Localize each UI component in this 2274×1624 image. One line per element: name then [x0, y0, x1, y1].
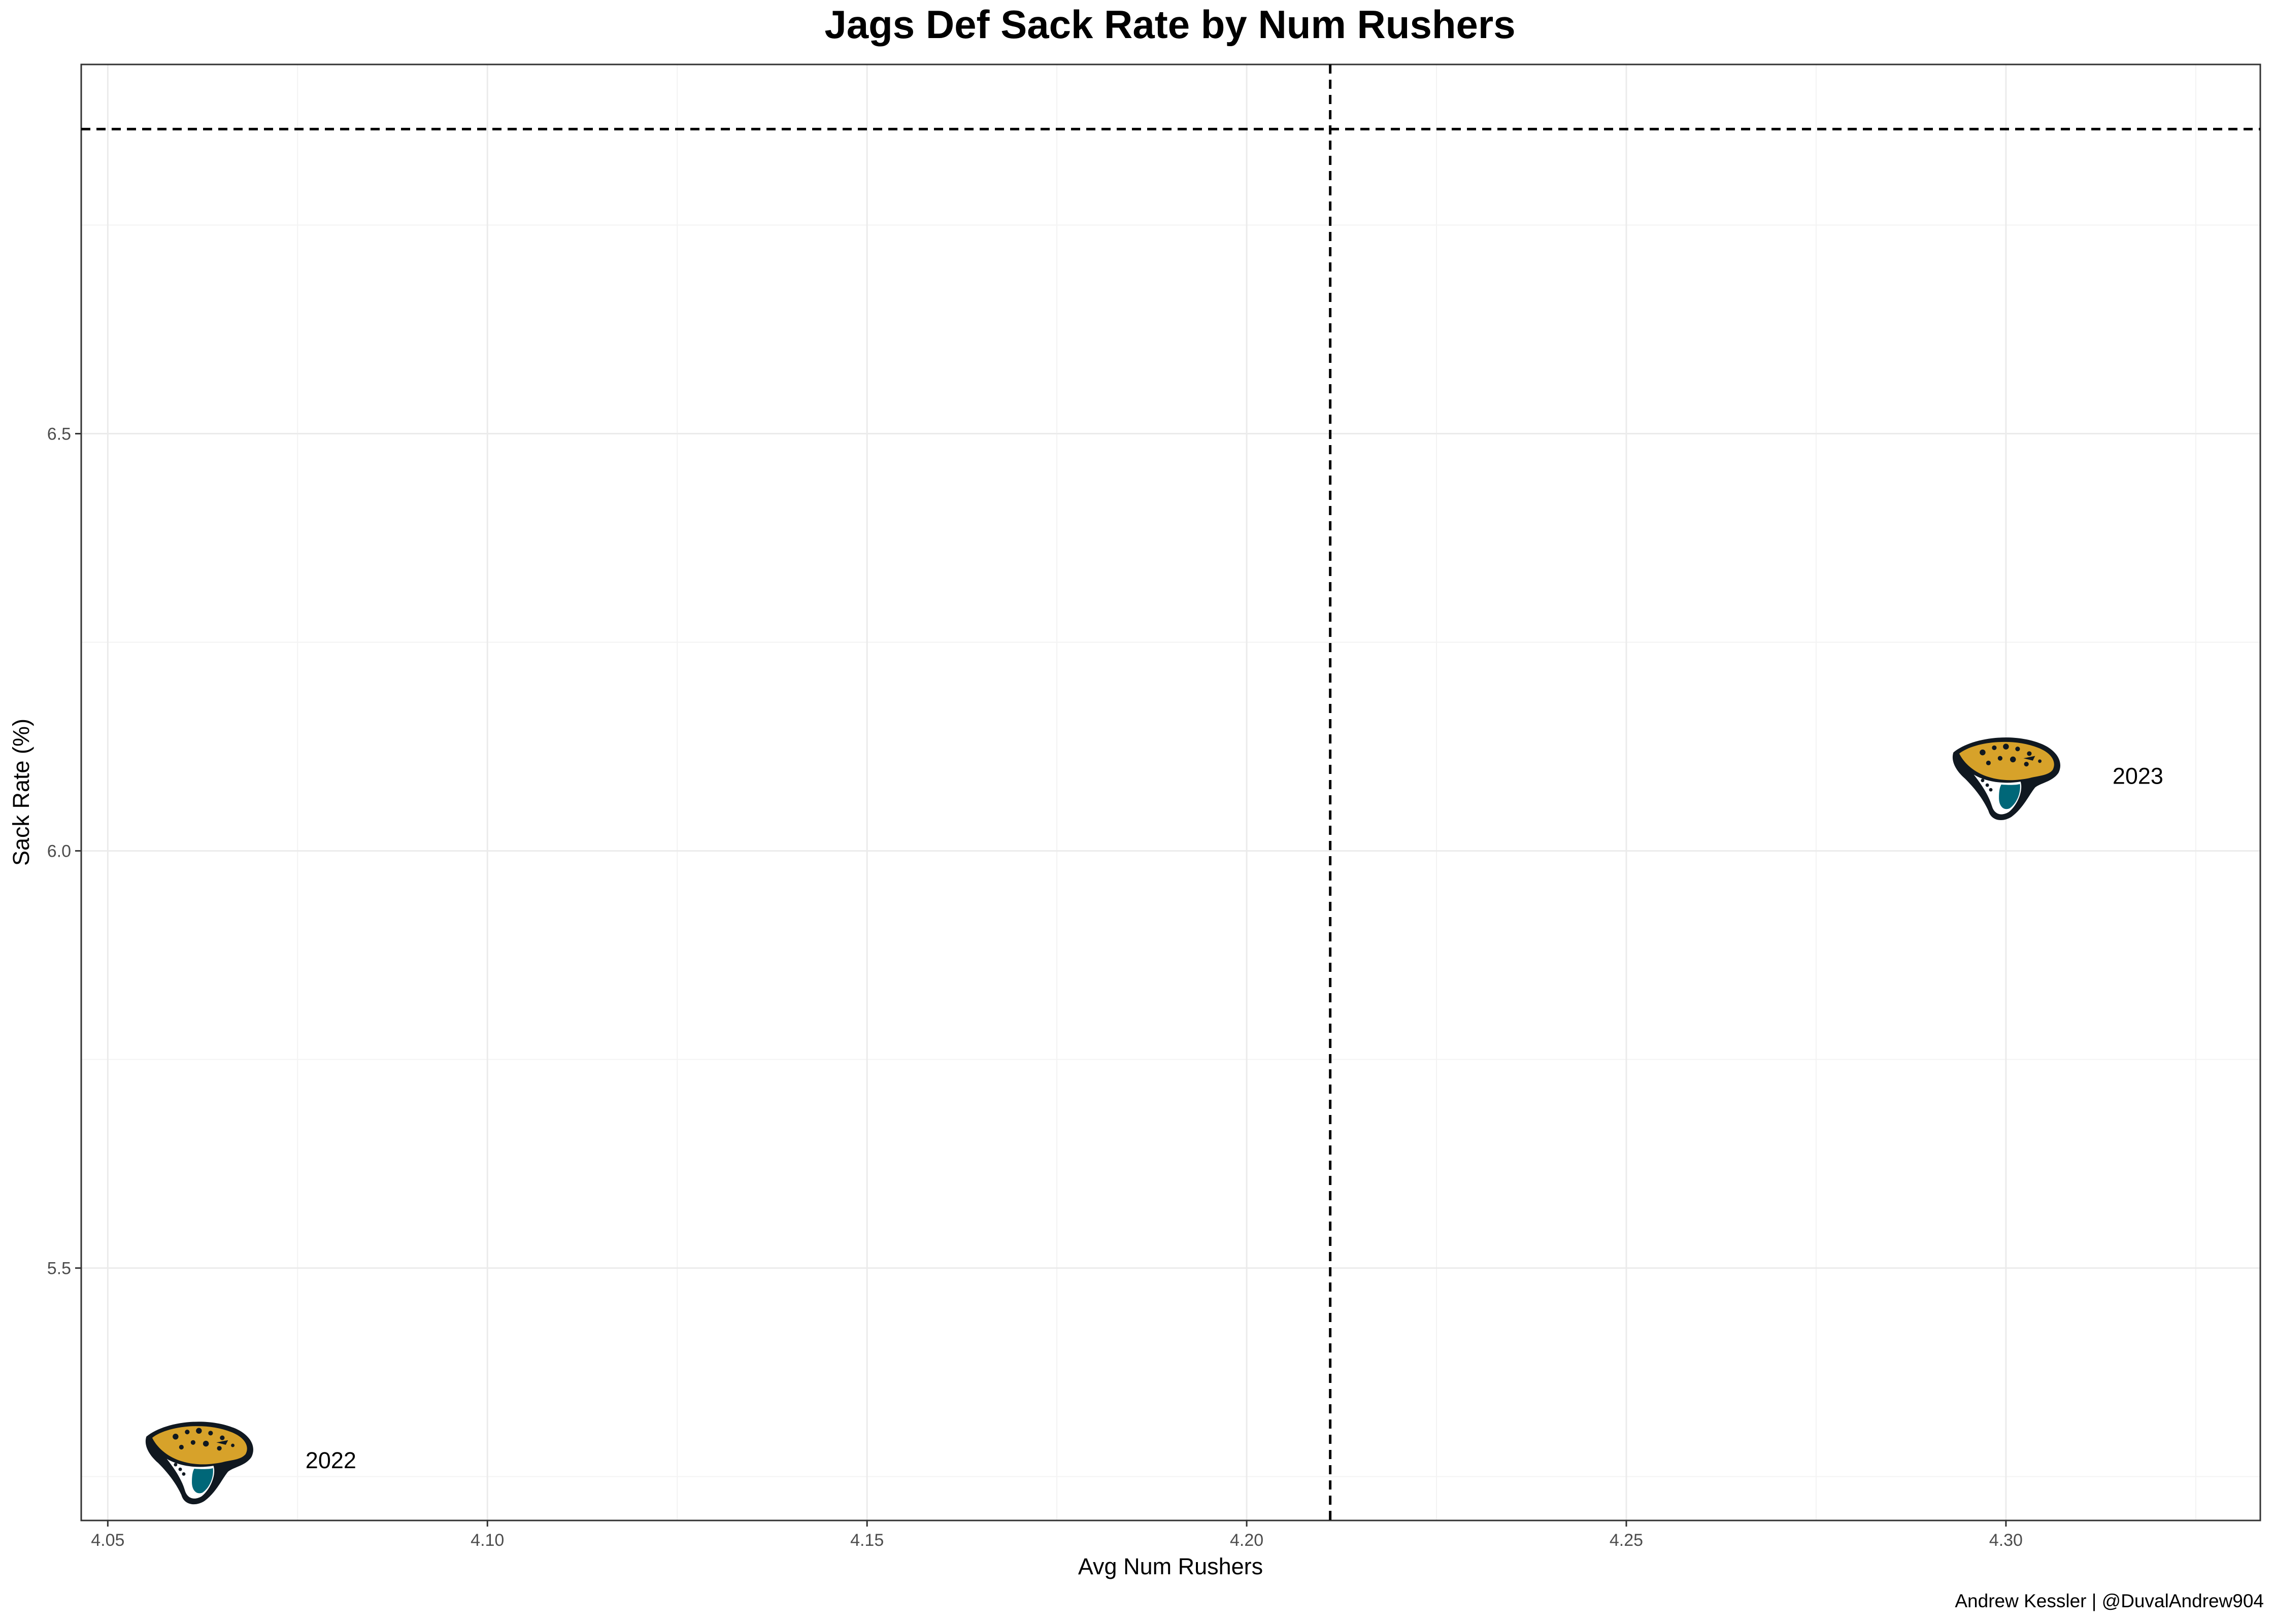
chart-caption: Andrew Kessler | @DuvalAndrew904: [1955, 1591, 2264, 1611]
point-label: 2022: [306, 1447, 356, 1473]
x-tick-label: 4.05: [91, 1531, 124, 1550]
y-axis-title: Sack Rate (%): [8, 719, 34, 866]
axes: 4.05 4.10 4.15 4.20 4.25 4.30 5.5 6.0 6.5: [47, 425, 2023, 1550]
y-tick-label: 5.5: [47, 1259, 71, 1278]
data-points: 2022 2023: [145, 737, 2163, 1505]
x-tick-label: 4.20: [1230, 1531, 1263, 1550]
point-label: 2023: [2113, 763, 2163, 789]
x-tick-label: 4.30: [1989, 1531, 2023, 1550]
y-tick-label: 6.5: [47, 425, 71, 444]
grid: [81, 64, 2260, 1520]
chart-title: Jags Def Sack Rate by Num Rushers: [824, 2, 1515, 47]
jaguar-logo-icon: [145, 1422, 253, 1505]
x-tick-label: 4.25: [1610, 1531, 1643, 1550]
plot-panel-border: [80, 63, 2261, 1521]
jaguar-logo-icon: [1952, 737, 2061, 821]
y-tick-label: 6.0: [47, 842, 71, 861]
x-tick-label: 4.15: [850, 1531, 884, 1550]
x-axis-title: Avg Num Rushers: [1078, 1553, 1263, 1579]
reference-lines: [81, 64, 2260, 1520]
x-tick-label: 4.10: [471, 1531, 504, 1550]
